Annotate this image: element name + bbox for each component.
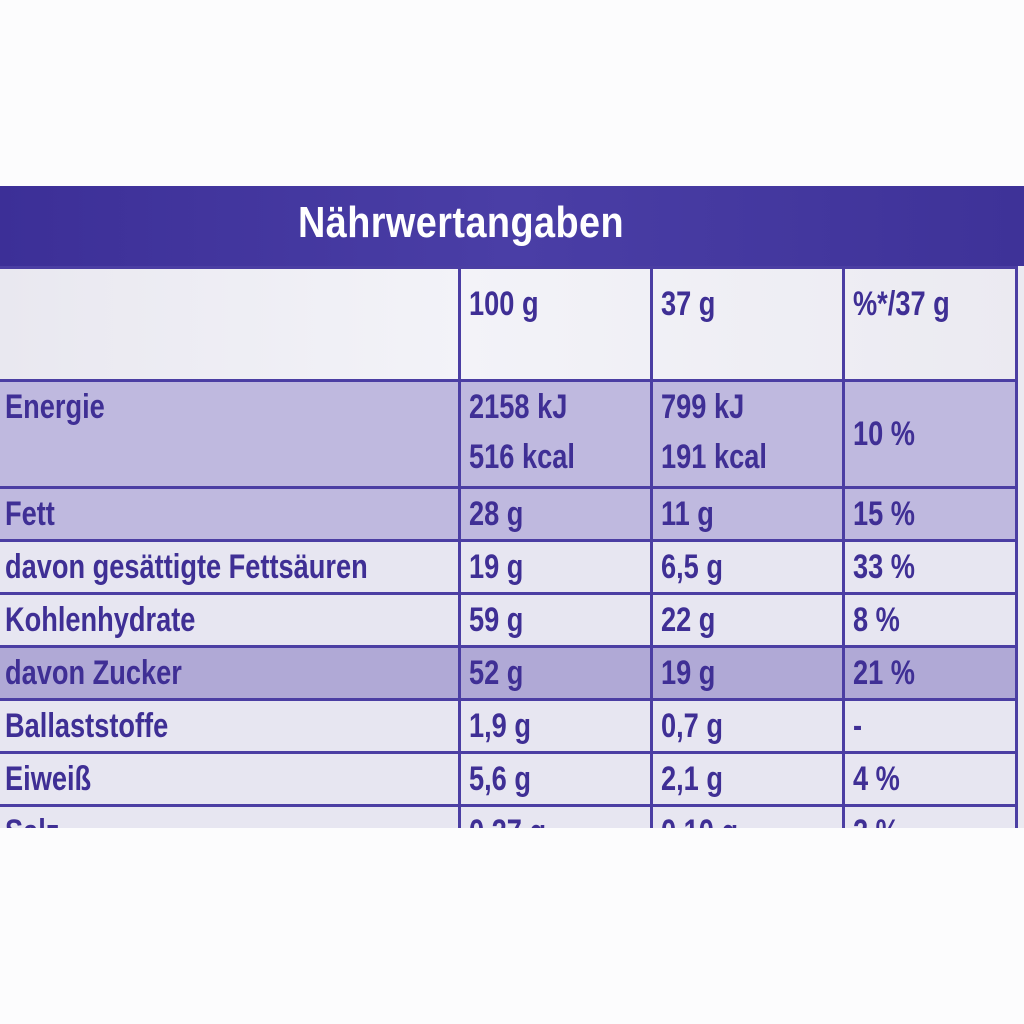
value-percent: 15 % (853, 495, 916, 533)
value-per37: 6,5 g (661, 548, 724, 586)
row-name: Eiweiß (5, 760, 92, 798)
row-name: Kohlenhydrate (5, 601, 196, 639)
value-percent: 8 % (853, 601, 900, 639)
value-percent: - (853, 707, 863, 745)
row-name: Salz (5, 809, 59, 828)
value-per37: 22 g (661, 601, 716, 639)
table-row: Kohlenhydrate 59 g 22 g 8 % (0, 592, 1018, 648)
value-percent: 33 % (853, 548, 916, 586)
value-per100-kj: 2158 kJ (469, 388, 568, 426)
value-per100-kcal: 516 kcal (469, 438, 576, 476)
row-name: davon gesättigte Fettsäuren (5, 548, 368, 586)
header-cell-blank (0, 266, 462, 382)
value-percent: 4 % (853, 760, 900, 798)
value-per37-kj: 799 kJ (661, 388, 745, 426)
value-per37: 0,10 g (661, 809, 738, 828)
table-row: davon gesättigte Fettsäuren 19 g 6,5 g 3… (0, 539, 1018, 595)
value-per37: 2,1 g (661, 760, 724, 798)
table-row: Salz 0,27 g 0,10 g 2 % (0, 804, 1018, 828)
nutrition-table: 100 g 37 g %*/37 g Energie 2158 kJ 516 k… (0, 266, 1018, 828)
value-per100: 52 g (469, 654, 524, 692)
value-per100: 59 g (469, 601, 524, 639)
value-per100: 5,6 g (469, 760, 532, 798)
value-per100: 19 g (469, 548, 524, 586)
table-row: Energie 2158 kJ 516 kcal 799 kJ 191 kcal… (0, 379, 1018, 489)
header-cell-37g: 37 g (650, 266, 846, 382)
row-name: Energie (5, 388, 105, 426)
value-percent: 21 % (853, 654, 916, 692)
row-name: Fett (5, 495, 55, 533)
background-bottom (0, 828, 1024, 1024)
value-percent: 10 % (853, 415, 916, 453)
table-header-row: 100 g 37 g %*/37 g (0, 266, 1018, 382)
header-band: Nährwertangaben (0, 186, 1024, 266)
value-per37: 11 g (661, 495, 715, 533)
value-percent: 2 % (853, 809, 900, 828)
value-per100: 28 g (469, 495, 524, 533)
value-per37-kcal: 191 kcal (661, 438, 768, 476)
label-title: Nährwertangaben (298, 198, 625, 247)
header-cell-percent: %*/37 g (842, 266, 1018, 382)
value-per37: 0,7 g (661, 707, 724, 745)
table-row: davon Zucker 52 g 19 g 21 % (0, 645, 1018, 701)
header-cell-100g: 100 g (458, 266, 654, 382)
value-per37: 19 g (661, 654, 716, 692)
table-row: Fett 28 g 11 g 15 % (0, 486, 1018, 542)
row-name: Ballaststoffe (5, 707, 169, 745)
table-row: Ballaststoffe 1,9 g 0,7 g - (0, 698, 1018, 754)
row-name: davon Zucker (5, 654, 182, 692)
value-per100: 0,27 g (469, 809, 546, 828)
nutrition-label-photo: Nährwertangaben 100 g 37 g %*/37 g Energ… (0, 186, 1024, 828)
table-row: Eiweiß 5,6 g 2,1 g 4 % (0, 751, 1018, 807)
value-per100: 1,9 g (469, 707, 532, 745)
